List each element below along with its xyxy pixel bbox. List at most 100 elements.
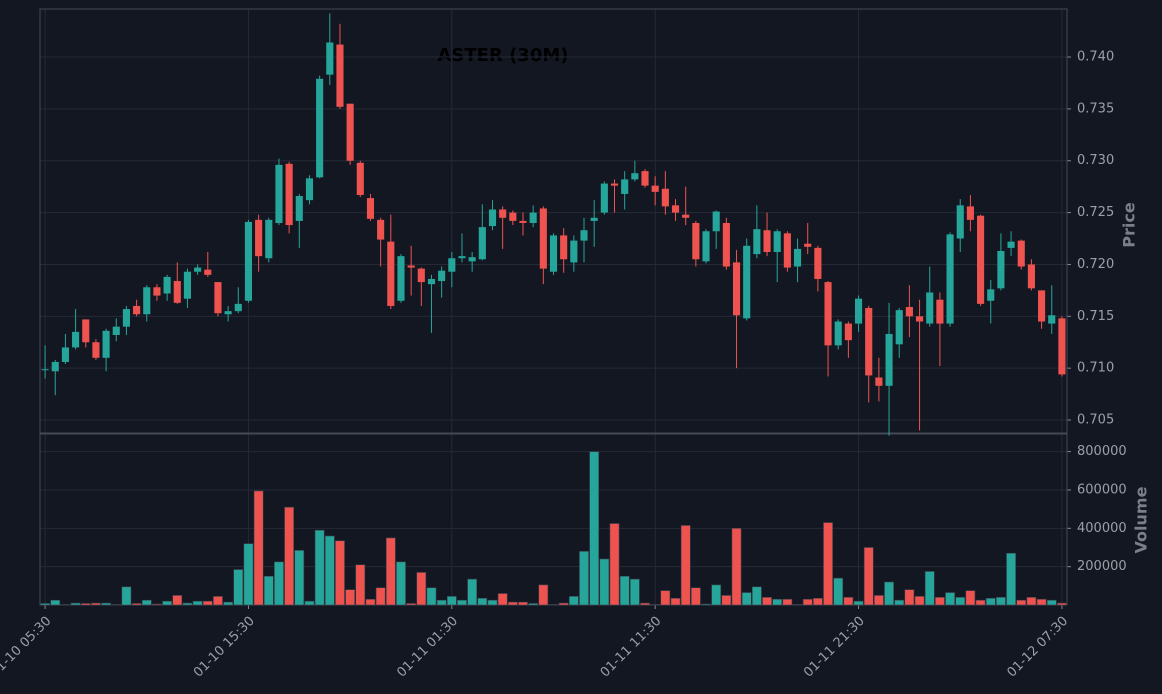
- volume-bar: [101, 602, 111, 606]
- volume-bar: [1036, 598, 1047, 606]
- candle-body: [295, 196, 303, 221]
- volume-bar: [996, 597, 1006, 606]
- candle-body: [763, 230, 771, 253]
- volume-bar: [152, 603, 162, 606]
- candle-body: [102, 330, 110, 358]
- candle-body: [865, 308, 873, 376]
- volume-bar: [924, 571, 935, 606]
- volume-bar: [70, 602, 81, 606]
- volume-bar: [294, 550, 305, 606]
- volume-bar: [955, 597, 966, 606]
- volume-bar: [813, 597, 823, 606]
- y-tick-label: 0.705: [1077, 413, 1114, 428]
- candle-body: [854, 298, 863, 324]
- volume-bar: [884, 581, 894, 606]
- candle-body: [224, 311, 232, 315]
- volume-bar: [497, 593, 508, 606]
- volume-bar: [670, 597, 681, 606]
- candle-body: [549, 235, 558, 272]
- candle-body: [438, 270, 446, 282]
- candle-body: [834, 321, 842, 346]
- candle-body: [397, 256, 405, 301]
- candle-body: [112, 326, 120, 335]
- volume-bar: [406, 603, 417, 606]
- candle-body: [732, 262, 741, 316]
- volume-bar: [823, 522, 833, 606]
- candle-body: [377, 219, 385, 240]
- volume-bar: [863, 547, 874, 606]
- volume-bar: [894, 599, 905, 606]
- candle-body: [570, 240, 578, 263]
- candle-body: [153, 287, 161, 296]
- volume-bar: [741, 592, 752, 606]
- candle-body: [122, 309, 130, 327]
- volume-bar: [731, 528, 742, 606]
- candle-body: [1027, 264, 1035, 289]
- candle-body: [773, 231, 781, 253]
- volume-bar: [162, 600, 172, 606]
- volume-bar: [375, 587, 386, 606]
- candle-body: [702, 231, 710, 262]
- volume-bar: [111, 604, 122, 606]
- volume-bar: [792, 604, 803, 606]
- volume-bar: [579, 551, 589, 606]
- candle-body: [417, 268, 425, 283]
- candle-body: [82, 319, 90, 343]
- candle-body: [488, 209, 497, 227]
- candle-body: [316, 78, 324, 178]
- candle-body: [844, 323, 852, 341]
- volume-bar: [40, 603, 50, 606]
- volume-bar: [874, 595, 884, 606]
- volume-bar: [141, 599, 152, 606]
- volume-bar: [935, 597, 945, 606]
- volume-bar: [50, 599, 61, 606]
- y-axis-label: Price: [1120, 202, 1139, 248]
- candle-body: [143, 287, 151, 315]
- volume-bar: [243, 543, 254, 606]
- volume-bar: [314, 529, 325, 606]
- volume-bar: [436, 599, 447, 606]
- chart-title: ASTER (30M): [437, 45, 568, 66]
- y-tick-label: 0.710: [1077, 361, 1114, 376]
- candle-body: [885, 333, 893, 386]
- candle-body: [204, 269, 212, 275]
- volume-bar: [507, 601, 518, 606]
- volume-bar: [426, 587, 437, 606]
- volume-bar: [80, 603, 91, 606]
- volume-bar: [985, 597, 996, 606]
- candle-body: [407, 265, 415, 268]
- volume-bar: [853, 600, 864, 606]
- candle-body: [326, 42, 334, 75]
- candle-body: [936, 299, 944, 324]
- volume-bar: [213, 596, 223, 606]
- volume-bar: [253, 490, 264, 606]
- volume-bar: [568, 596, 579, 606]
- candle-body: [671, 205, 680, 213]
- volume-bar: [182, 602, 193, 606]
- candle-body: [61, 347, 69, 362]
- candle-body: [600, 183, 608, 213]
- candle-body: [387, 241, 395, 306]
- candle-body: [1058, 318, 1066, 375]
- volume-bar: [1046, 599, 1057, 606]
- volume-tick-label: 800000: [1077, 444, 1127, 459]
- volume-bar: [843, 597, 854, 606]
- candle-body: [946, 234, 954, 324]
- candle-body: [499, 209, 507, 218]
- volume-axis-label: Volume: [1132, 486, 1151, 553]
- candle-body: [590, 217, 598, 221]
- candle-body: [631, 173, 639, 180]
- candle-body: [529, 212, 537, 223]
- candle-body: [234, 303, 242, 312]
- candle-body: [987, 289, 995, 301]
- y-tick-label: 0.730: [1077, 153, 1114, 168]
- candle-body: [214, 282, 222, 314]
- volume-bar: [416, 572, 427, 606]
- y-tick-label: 0.740: [1077, 50, 1114, 65]
- volume-bar: [589, 451, 600, 606]
- volume-bar: [945, 592, 955, 606]
- candle-body: [72, 331, 80, 348]
- candle-body: [1038, 290, 1046, 322]
- volume-bar: [91, 602, 101, 606]
- candle-body: [966, 206, 974, 220]
